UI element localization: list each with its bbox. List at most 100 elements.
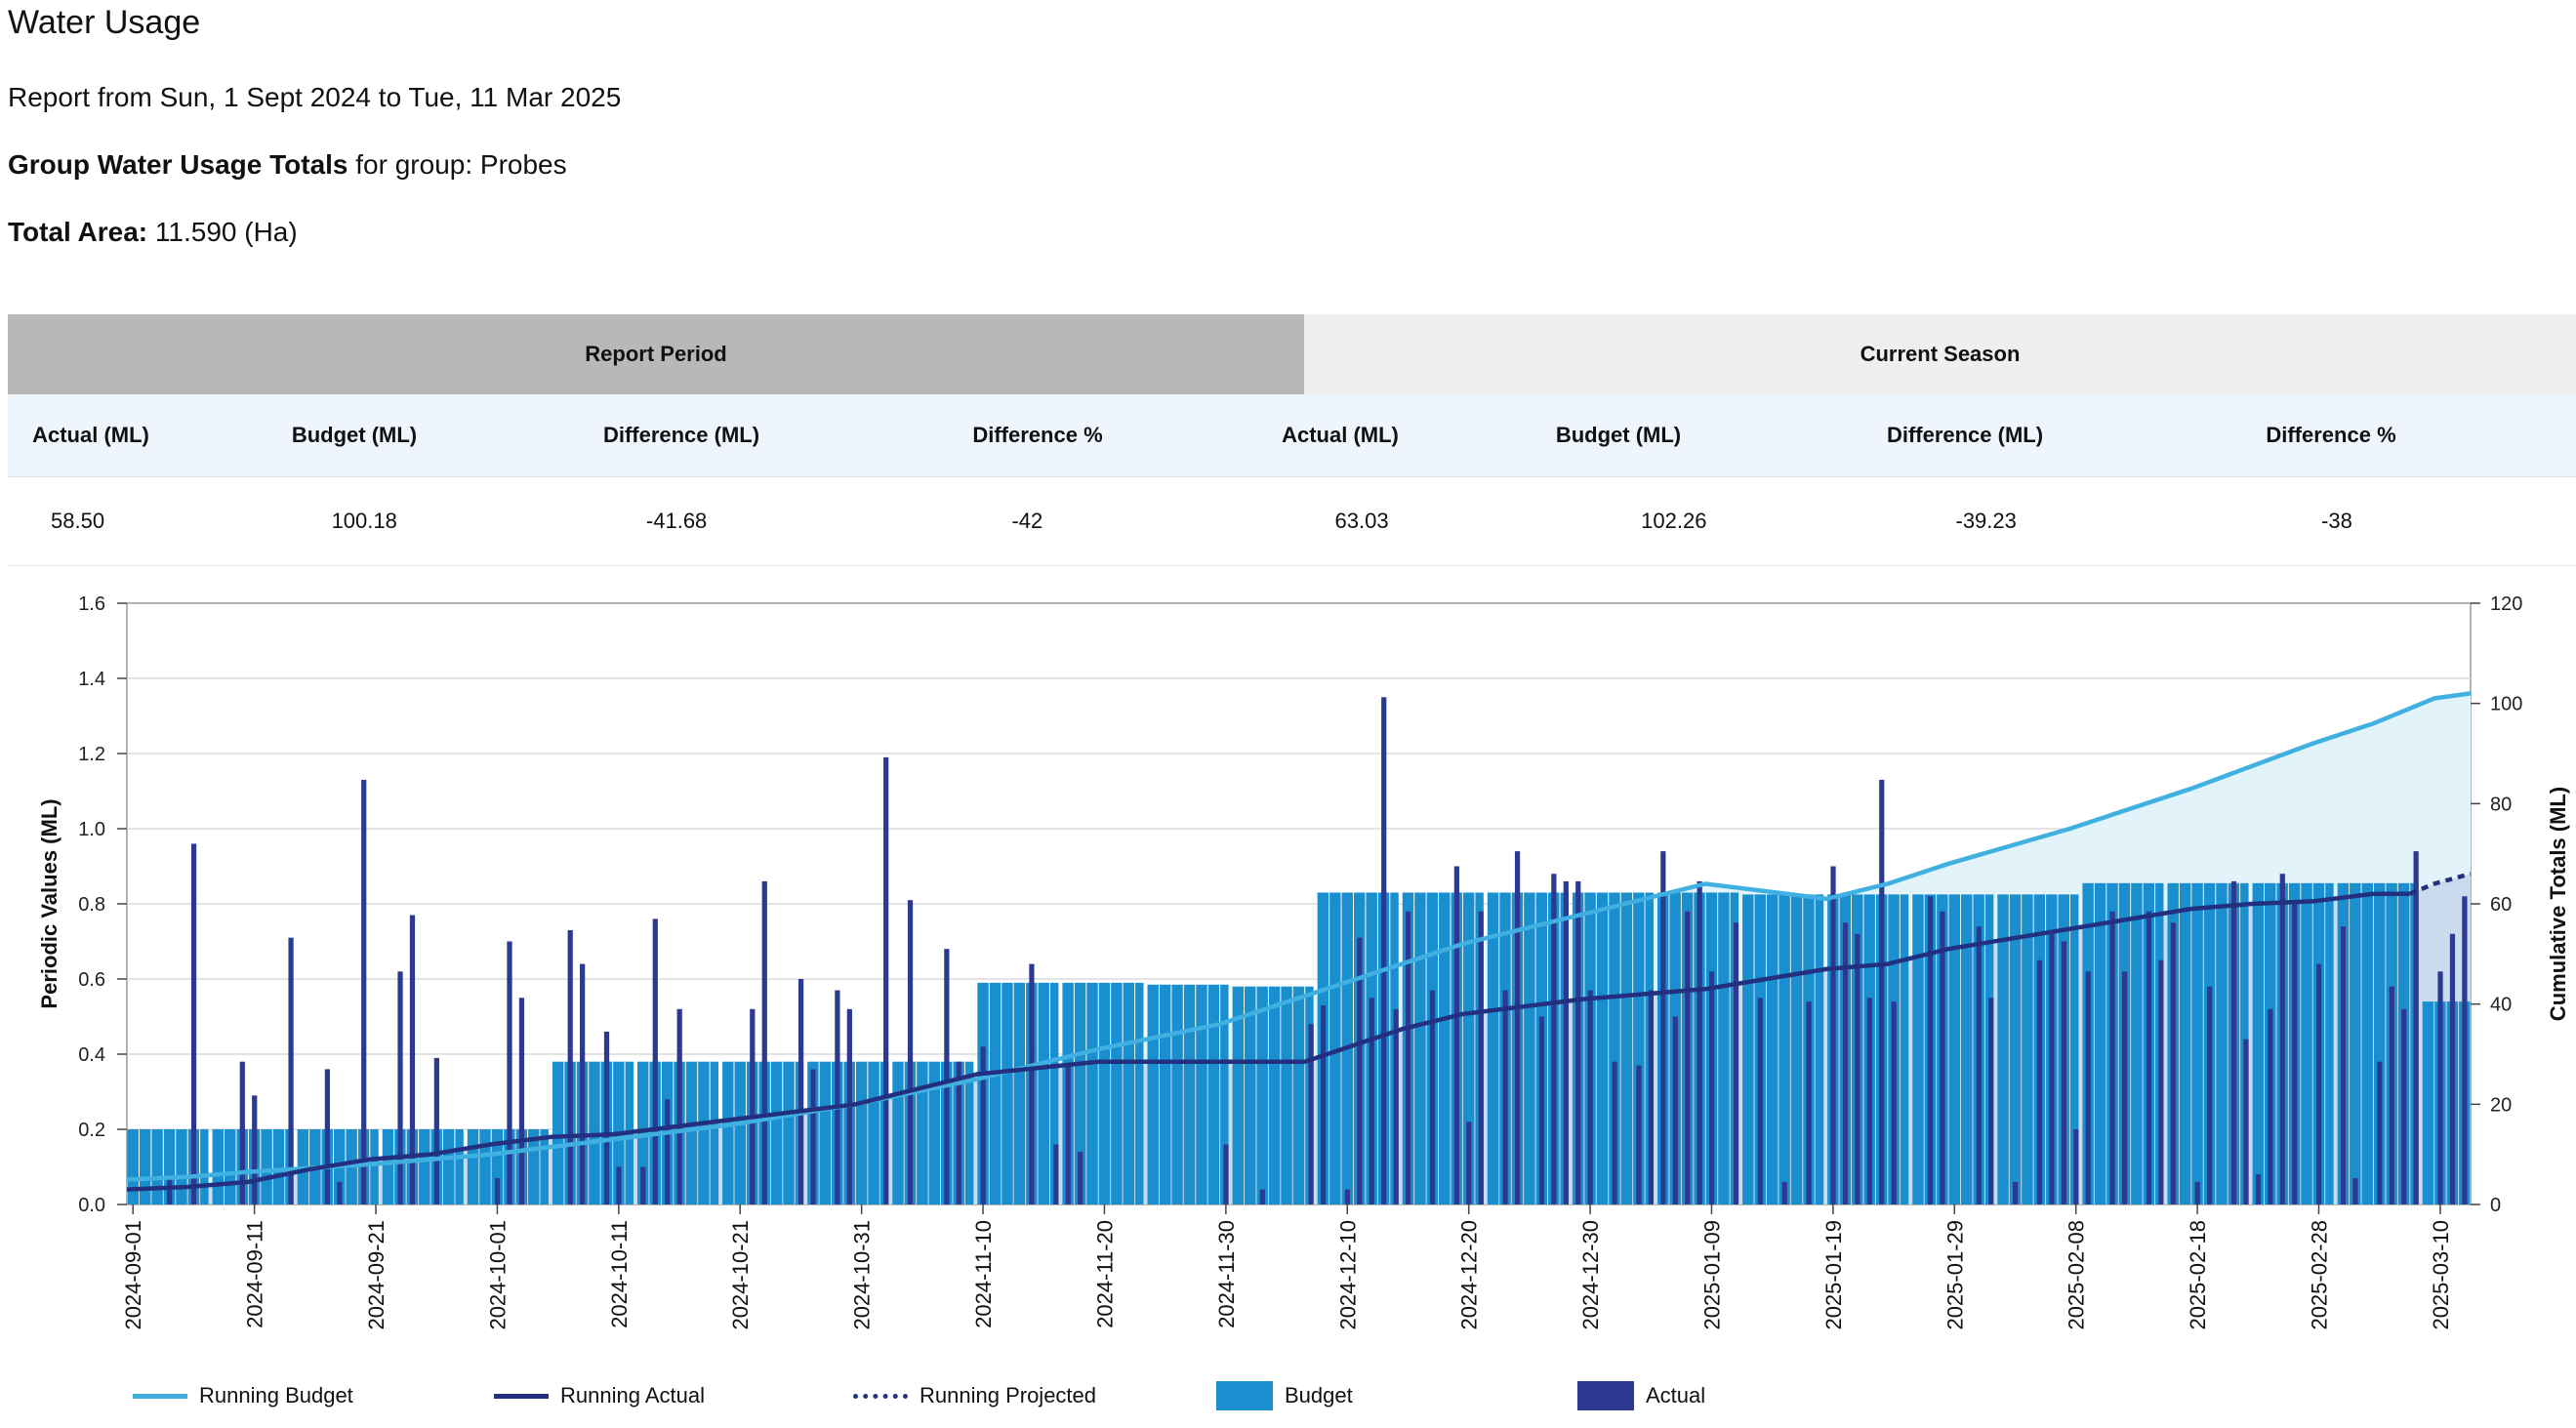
page-title: Water Usage bbox=[8, 4, 201, 41]
actual-bar bbox=[2073, 1129, 2079, 1204]
actual-bar bbox=[252, 1095, 258, 1204]
y-tick-label: 1.4 bbox=[78, 669, 105, 690]
y-tick-label: 1.0 bbox=[78, 819, 105, 840]
budget-bar bbox=[1439, 892, 1451, 1204]
actual-bar bbox=[361, 779, 367, 1204]
budget-bar bbox=[127, 1129, 139, 1204]
x-tick-label: 2024-09-01 bbox=[121, 1220, 145, 1330]
budget-bar bbox=[225, 1129, 236, 1204]
actual-bar bbox=[1927, 896, 1934, 1204]
actual-bar bbox=[1320, 1004, 1327, 1204]
actual-bar bbox=[1587, 990, 1593, 1204]
budget-bar bbox=[1049, 982, 1059, 1204]
budget-bar bbox=[1207, 984, 1220, 1204]
report-prefix: Report from bbox=[8, 82, 152, 112]
budget-bar bbox=[989, 982, 1002, 1204]
budget-bar bbox=[855, 1061, 868, 1204]
actual-bar bbox=[2036, 959, 2043, 1204]
budget-bar bbox=[163, 1129, 176, 1204]
actual-bar bbox=[2316, 963, 2322, 1204]
legend-running-projected[interactable]: Running Projected bbox=[853, 1367, 1096, 1425]
actual-bar bbox=[2194, 1181, 2200, 1204]
legend-running-actual[interactable]: Running Actual bbox=[494, 1367, 705, 1425]
budget-bar bbox=[467, 1129, 479, 1204]
actual-bar bbox=[1538, 1016, 1545, 1204]
budget-bar bbox=[1912, 894, 1924, 1204]
budget-bar bbox=[2069, 894, 2079, 1204]
budget-bar bbox=[1620, 892, 1633, 1204]
actual-series bbox=[167, 697, 2468, 1204]
y2-tick-label: 20 bbox=[2490, 1094, 2512, 1116]
y-tick-label: 1.6 bbox=[78, 593, 105, 615]
val-cs-difference: -39.23 bbox=[1955, 509, 2017, 533]
budget-bar bbox=[770, 1061, 783, 1204]
x-tick-label: 2025-02-18 bbox=[2186, 1220, 2210, 1330]
budget-bar bbox=[1524, 892, 1535, 1204]
budget-bar bbox=[1997, 894, 2009, 1204]
budget-bar bbox=[1086, 982, 1098, 1204]
legend-running-budget[interactable]: Running Budget bbox=[133, 1367, 353, 1425]
col-rp-actual: Actual (ML) bbox=[32, 423, 149, 447]
actual-bar bbox=[2158, 959, 2164, 1204]
y-tick-label: 0.6 bbox=[78, 969, 105, 991]
actual-bar bbox=[2085, 971, 2091, 1204]
y2-tick-label: 60 bbox=[2490, 894, 2512, 916]
actual-bar bbox=[1369, 998, 1374, 1204]
budget-bar bbox=[2131, 882, 2143, 1204]
actual-bar bbox=[750, 1008, 756, 1204]
budget-bar bbox=[1487, 892, 1499, 1204]
budget-bar bbox=[2325, 882, 2334, 1204]
table-column-header-row: Actual (ML) Budget (ML) Difference (ML) … bbox=[8, 394, 2576, 477]
budget-bar bbox=[1718, 892, 1730, 1204]
report-range: Sun, 1 Sept 2024 to Tue, 11 Mar 2025 bbox=[159, 82, 622, 112]
budget-bar bbox=[212, 1129, 225, 1204]
actual-bar bbox=[676, 1008, 682, 1204]
actual-bar bbox=[2255, 1174, 2262, 1204]
actual-bar bbox=[1453, 866, 1459, 1204]
left-axis: 0.0 0.2 0.4 0.6 0.8 1.0 1.2 1.4 1.6 bbox=[78, 593, 127, 1216]
actual-bar bbox=[797, 979, 804, 1204]
group-label: Group Water Usage Totals bbox=[8, 149, 348, 180]
water-usage-chart: 0.0 0.2 0.4 0.6 0.8 1.0 1.2 1.4 1.6 0 20 40 60 80 100 1… bbox=[37, 593, 2570, 1330]
budget-bar bbox=[479, 1129, 491, 1204]
legend-budget[interactable]: Budget bbox=[1216, 1367, 1353, 1425]
actual-bar bbox=[2121, 971, 2128, 1204]
actual-bar bbox=[1053, 1144, 1059, 1204]
actual-bar bbox=[1357, 937, 1363, 1204]
budget-bar bbox=[1111, 982, 1123, 1204]
actual-bar bbox=[1685, 911, 1691, 1204]
table-group-header: Report Period Current Season bbox=[8, 314, 2576, 394]
x-tick-label: 2024-12-20 bbox=[1457, 1220, 1482, 1330]
table-row: 58.50 100.18 -41.68 -42 63.03 102.26 -39… bbox=[8, 477, 2576, 566]
val-cs-budget: 102.26 bbox=[1641, 509, 1707, 533]
x-axis: 2024-09-01 2024-09-11 2024-09-21 2024-10-01… bbox=[121, 1204, 2453, 1330]
budget-bar bbox=[540, 1129, 549, 1204]
y2-tick-label: 120 bbox=[2490, 593, 2522, 615]
actual-bar bbox=[2207, 986, 2213, 1204]
legend-actual-label: Actual bbox=[1646, 1383, 1706, 1408]
y-tick-label: 0.4 bbox=[78, 1044, 105, 1066]
actual-bar bbox=[2268, 1008, 2273, 1204]
actual-bar bbox=[2170, 922, 2176, 1204]
budget-bar bbox=[1123, 982, 1135, 1204]
budget-bar bbox=[1256, 986, 1268, 1204]
area-line: Total Area: 11.590 (Ha) bbox=[8, 217, 298, 248]
val-cs-difference-pct: -38 bbox=[2321, 509, 2352, 533]
budget-bar bbox=[200, 1129, 209, 1204]
actual-bar bbox=[1393, 1008, 1399, 1204]
actual-bar bbox=[1976, 926, 1982, 1204]
actual-bar bbox=[1757, 998, 1763, 1204]
actual-bar bbox=[1830, 866, 1836, 1204]
col-cs-actual: Actual (ML) bbox=[1282, 423, 1399, 447]
actual-bar bbox=[1575, 880, 1581, 1204]
col-rp-difference: Difference (ML) bbox=[602, 423, 760, 447]
legend-actual[interactable]: Actual bbox=[1577, 1367, 1705, 1425]
actual-bar bbox=[907, 900, 914, 1204]
budget-bar bbox=[442, 1129, 455, 1204]
actual-bar bbox=[1502, 990, 1508, 1204]
legend-running-actual-swatch bbox=[494, 1393, 549, 1399]
actual-bar bbox=[2061, 941, 2066, 1204]
actual-bar bbox=[1405, 911, 1411, 1204]
x-tick-label: 2024-11-30 bbox=[1214, 1220, 1239, 1328]
running-projected-line bbox=[2408, 872, 2472, 896]
